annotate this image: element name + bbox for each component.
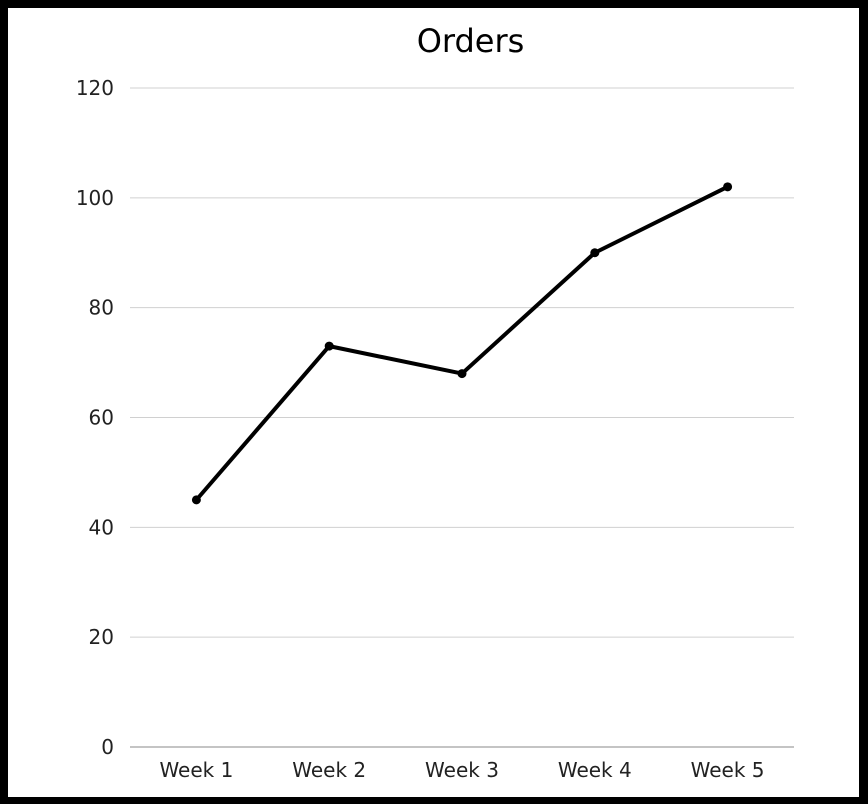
data-point [590, 248, 600, 258]
x-tick-label: Week 5 [691, 758, 765, 782]
data-point [324, 341, 334, 351]
series-line [194, 184, 730, 502]
x-tick-label: Week 4 [558, 758, 632, 782]
y-axis: 0 20 40 60 80 100 120 [76, 76, 114, 759]
y-tick-label: 20 [89, 625, 114, 649]
x-tick-label: Week 2 [292, 758, 366, 782]
data-point [191, 495, 201, 505]
gridlines [130, 87, 794, 638]
data-point [723, 182, 733, 192]
y-tick-label: 0 [101, 735, 114, 759]
chart-frame: Orders 0 20 40 60 80 100 120 Week 1 Week 2 Week … [8, 8, 859, 797]
x-tick-label: Week 1 [159, 758, 233, 782]
data-point [457, 369, 467, 379]
x-axis-labels: Week 1 Week 2 Week 3 Week 4 Week 5 [159, 758, 764, 782]
y-tick-label: 100 [76, 186, 114, 210]
y-tick-label: 80 [89, 296, 114, 320]
x-tick-label: Week 3 [425, 758, 499, 782]
line-chart: 0 20 40 60 80 100 120 Week 1 Week 2 Week 3 Week 4… [76, 76, 794, 782]
series [191, 182, 733, 505]
y-tick-label: 40 [89, 515, 114, 539]
y-tick-label: 120 [76, 76, 114, 100]
y-tick-label: 60 [89, 406, 114, 430]
chart-title: Orders [416, 22, 525, 60]
